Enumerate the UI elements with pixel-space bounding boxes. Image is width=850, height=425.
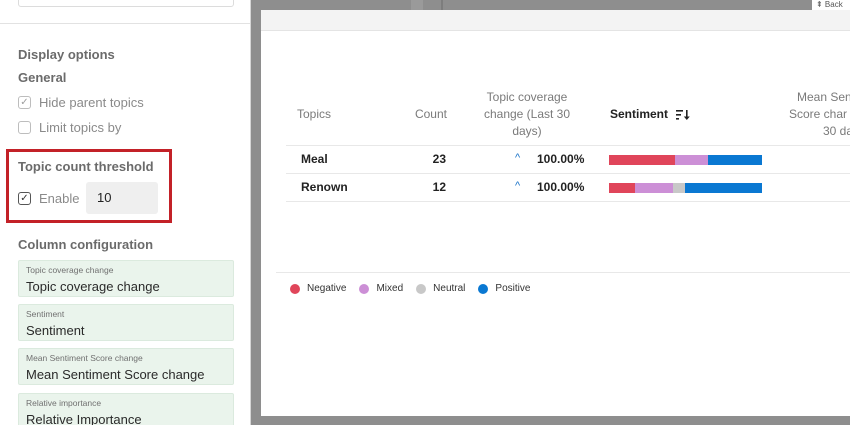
column-card-value: Sentiment — [26, 323, 85, 338]
column-card-coverage[interactable]: Topic coverage change Topic coverage cha… — [18, 260, 234, 297]
check-icon: ✓ — [20, 96, 29, 108]
background-divider — [441, 0, 443, 10]
dimmed-overlay: ⇞ Back Topics Count Topic coverage chang… — [251, 0, 850, 425]
row-count: 23 — [432, 152, 446, 166]
chevron-up-icon: ^ — [515, 152, 521, 164]
header-mean-line2: Score char — [789, 107, 848, 121]
back-link[interactable]: ⇞ Back — [812, 0, 850, 10]
threshold-enable-option[interactable]: ✓ Enable — [18, 189, 79, 207]
enable-label: Enable — [39, 190, 80, 206]
display-options-panel: Display options General ✓ Hide parent to… — [0, 0, 251, 425]
column-card-caption: Relative importance — [26, 398, 102, 408]
header-coverage-line3: days) — [512, 124, 542, 138]
column-card-caption: Sentiment — [26, 309, 65, 319]
legend-label: Mixed — [376, 283, 404, 294]
column-configuration-title: Column configuration — [18, 237, 154, 252]
topics-preview-modal: Topics Count Topic coverage change (Last… — [261, 10, 850, 416]
limit-topics-checkbox[interactable] — [18, 120, 31, 134]
column-card-caption: Topic coverage change — [26, 265, 114, 275]
chevron-up-icon: ^ — [515, 180, 521, 192]
sentiment-bar — [609, 183, 762, 193]
display-options-title: Display options — [18, 47, 115, 62]
legend-item-mixed: Mixed — [359, 283, 403, 294]
column-card-value: Mean Sentiment Score change — [26, 367, 205, 382]
sort-descending-icon[interactable] — [676, 109, 690, 121]
row-topic: Renown — [301, 180, 348, 194]
sentiment-legend: Negative Mixed Neutral Positive — [290, 283, 543, 294]
panel-divider — [0, 23, 250, 24]
legend-label: Positive — [495, 283, 531, 294]
row-divider — [286, 173, 850, 174]
header-count: Count — [414, 107, 447, 121]
column-card-sentiment[interactable]: Sentiment Sentiment — [18, 304, 234, 341]
header-mean-line1: Mean Sen — [797, 90, 850, 104]
row-divider — [286, 201, 850, 202]
background-stripe — [411, 0, 423, 10]
general-title: General — [18, 70, 67, 85]
column-card-value: Relative Importance — [26, 412, 142, 425]
sentiment-segment-neutral — [673, 183, 686, 193]
header-mean-line3: 30 da — [823, 124, 850, 138]
sentiment-segment-mixed — [635, 183, 674, 193]
sentiment-segment-positive — [708, 155, 762, 165]
hide-parent-topics-option[interactable]: ✓ Hide parent topics — [18, 93, 144, 111]
legend-divider — [276, 272, 850, 273]
column-card-value: Topic coverage change — [26, 279, 160, 294]
threshold-title: Topic count threshold — [18, 159, 154, 174]
threshold-value-input[interactable]: 10 — [86, 182, 158, 214]
header-row-divider — [286, 145, 850, 146]
hide-parent-topics-label: Hide parent topics — [39, 94, 144, 110]
legend-dot — [359, 283, 370, 294]
column-card-relative-importance[interactable]: Relative importance Relative Importance — [18, 393, 234, 425]
sentiment-segment-positive — [685, 183, 762, 193]
enable-checkbox[interactable]: ✓ — [18, 191, 31, 205]
legend-item-neutral: Neutral — [416, 283, 465, 294]
check-icon: ✓ — [20, 192, 29, 204]
legend-dot — [290, 283, 300, 294]
limit-topics-label: Limit topics by — [39, 119, 122, 135]
legend-item-negative: Negative — [290, 283, 346, 294]
legend-dot — [416, 283, 427, 294]
header-sentiment[interactable]: Sentiment — [610, 106, 690, 123]
legend-dot — [478, 283, 489, 294]
sentiment-segment-mixed — [674, 155, 709, 165]
hide-parent-topics-checkbox[interactable]: ✓ — [18, 95, 31, 109]
header-sentiment-label: Sentiment — [610, 107, 669, 121]
legend-label: Neutral — [433, 283, 466, 294]
header-coverage-line1: Topic coverage — [486, 90, 568, 104]
sentiment-segment-negative — [609, 183, 635, 193]
modal-header — [261, 10, 850, 31]
threshold-highlight-box — [6, 149, 172, 223]
row-coverage: 100.00% — [537, 180, 585, 194]
row-count: 12 — [432, 180, 446, 194]
sentiment-bar — [609, 155, 762, 165]
header-coverage-line2: change (Last 30 — [483, 107, 571, 121]
row-coverage: 100.00% — [537, 152, 585, 166]
top-field-stub[interactable] — [18, 0, 234, 7]
header-topics: Topics — [297, 107, 332, 121]
legend-item-positive: Positive — [478, 283, 530, 294]
column-card-caption: Mean Sentiment Score change — [26, 353, 143, 363]
sentiment-segment-negative — [609, 155, 675, 165]
row-topic: Meal — [301, 152, 328, 166]
column-card-mean-sentiment[interactable]: Mean Sentiment Score change Mean Sentime… — [18, 348, 234, 385]
limit-topics-option[interactable]: Limit topics by — [18, 118, 121, 136]
legend-label: Negative — [307, 283, 347, 294]
